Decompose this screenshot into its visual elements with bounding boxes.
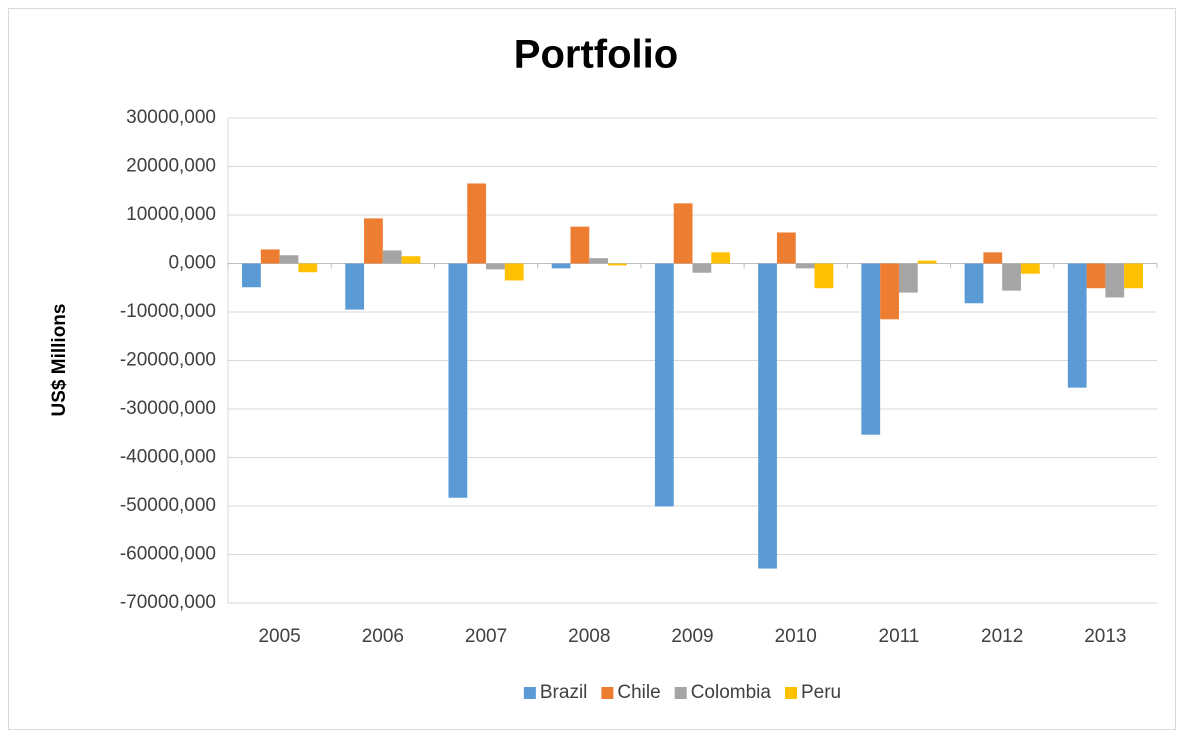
bar xyxy=(983,252,1003,264)
bar xyxy=(242,263,261,288)
y-axis-label: US$ Millions xyxy=(49,304,70,417)
x-tick-label: 2005 xyxy=(258,626,300,647)
legend-swatch xyxy=(784,687,797,699)
y-tick-label: -70000,000 xyxy=(120,592,216,613)
bar xyxy=(382,250,402,264)
legend-swatch xyxy=(601,687,614,699)
y-tick-label: -60000,000 xyxy=(120,544,216,565)
bar xyxy=(260,249,280,264)
y-tick-label: 20000,000 xyxy=(126,156,216,177)
bar xyxy=(776,232,796,264)
y-tick-label: -40000,000 xyxy=(120,447,216,468)
y-tick-label: 0,000 xyxy=(168,253,216,274)
bar xyxy=(917,260,937,264)
bar xyxy=(711,252,731,264)
chart-border xyxy=(8,8,1176,730)
bar xyxy=(504,263,524,281)
bar xyxy=(673,203,693,264)
bar xyxy=(608,263,627,266)
bar xyxy=(880,263,899,320)
bar xyxy=(570,226,590,264)
bar xyxy=(692,263,712,273)
bar xyxy=(1002,263,1021,291)
legend-label: Brazil xyxy=(540,682,588,703)
bar xyxy=(279,255,299,264)
bar xyxy=(345,263,365,310)
bar xyxy=(298,263,318,273)
y-tick-label: -30000,000 xyxy=(120,398,216,419)
bar xyxy=(1086,263,1106,289)
y-tick-label: 10000,000 xyxy=(126,204,216,225)
y-tick-label: 30000,000 xyxy=(126,107,216,128)
y-tick-label: -50000,000 xyxy=(120,495,216,516)
bar xyxy=(401,256,421,264)
x-tick-label: 2010 xyxy=(775,626,817,647)
legend-swatch xyxy=(523,687,536,699)
bar xyxy=(1105,263,1125,298)
legend-label: Colombia xyxy=(691,682,772,703)
bar xyxy=(589,258,609,264)
x-tick-label: 2008 xyxy=(568,626,610,647)
legend-label: Chile xyxy=(617,682,660,703)
bar xyxy=(814,263,834,289)
x-tick-label: 2011 xyxy=(879,626,920,647)
chart-title: Portfolio xyxy=(514,33,678,77)
legend-label: Peru xyxy=(801,682,841,703)
bar xyxy=(795,263,815,269)
x-tick-label: 2009 xyxy=(671,626,713,647)
bar xyxy=(448,263,468,498)
bar xyxy=(467,183,487,264)
bar xyxy=(364,218,383,264)
bar xyxy=(758,263,777,569)
bar xyxy=(1124,263,1143,289)
y-tick-label: -10000,000 xyxy=(120,301,216,322)
x-tick-label: 2013 xyxy=(1084,626,1126,647)
x-tick-label: 2012 xyxy=(981,626,1023,647)
legend-swatch xyxy=(674,687,687,699)
bar xyxy=(898,263,918,293)
bar xyxy=(551,263,571,269)
bar xyxy=(1020,263,1040,274)
bar xyxy=(486,263,505,270)
x-tick-label: 2006 xyxy=(362,626,404,647)
y-tick-label: -20000,000 xyxy=(120,350,216,371)
x-tick-label: 2007 xyxy=(465,626,507,647)
bar xyxy=(964,263,984,304)
bar xyxy=(1067,263,1087,388)
bar xyxy=(861,263,881,435)
bar xyxy=(654,263,674,507)
